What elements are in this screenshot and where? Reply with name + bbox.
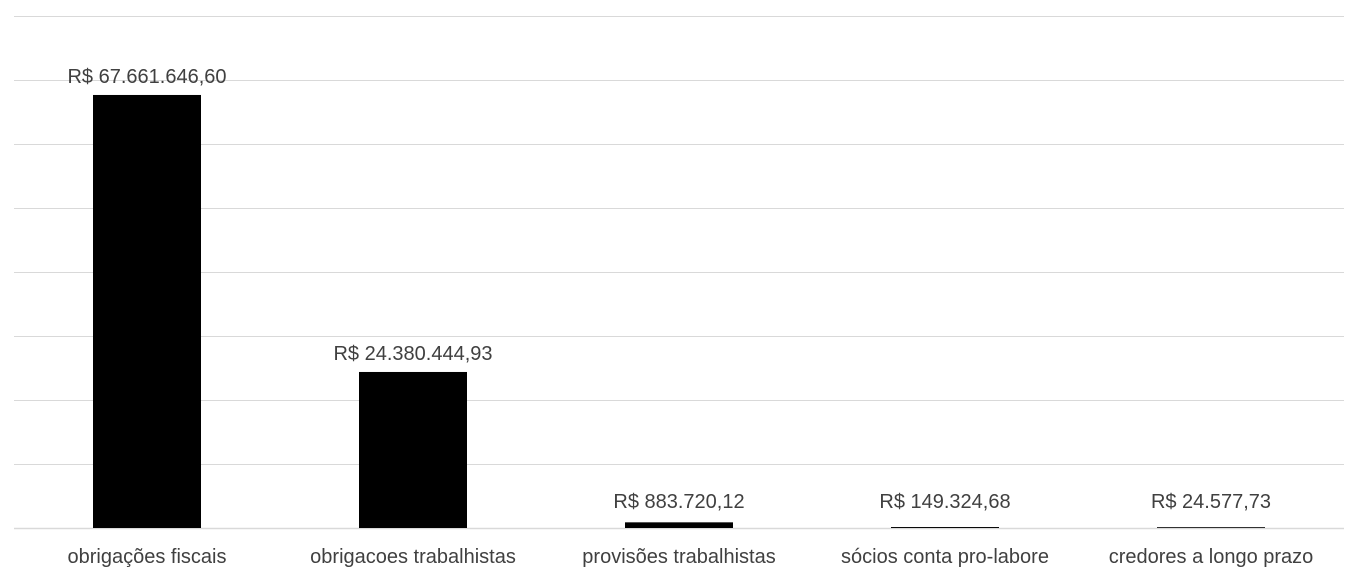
- bar-value-label: R$ 149.324,68: [879, 491, 1010, 513]
- bar-value-label: R$ 67.661.646,60: [67, 66, 226, 88]
- bar: [359, 371, 467, 528]
- bar: [1157, 527, 1265, 528]
- bars: [93, 94, 1265, 528]
- bar: [891, 527, 999, 528]
- data-labels: R$ 67.661.646,60 R$ 24.380.444,93 R$ 883.7…: [67, 66, 1271, 513]
- bar: [625, 522, 733, 528]
- category-label: credores a longo prazo: [1109, 546, 1314, 568]
- bar-value-label: R$ 24.380.444,93: [333, 343, 492, 365]
- gridlines: [14, 16, 1344, 530]
- category-label: obrigações fiscais: [68, 546, 227, 568]
- category-label: provisões trabalhistas: [582, 546, 775, 568]
- bar-value-label: R$ 883.720,12: [613, 491, 744, 513]
- category-labels: obrigações fiscais obrigacoes trabalhista…: [68, 546, 1314, 568]
- category-label: obrigacoes trabalhistas: [310, 546, 516, 568]
- bar: [93, 94, 201, 528]
- bar-value-label: R$ 24.577,73: [1151, 491, 1271, 513]
- category-label: sócios conta pro-labore: [841, 546, 1049, 568]
